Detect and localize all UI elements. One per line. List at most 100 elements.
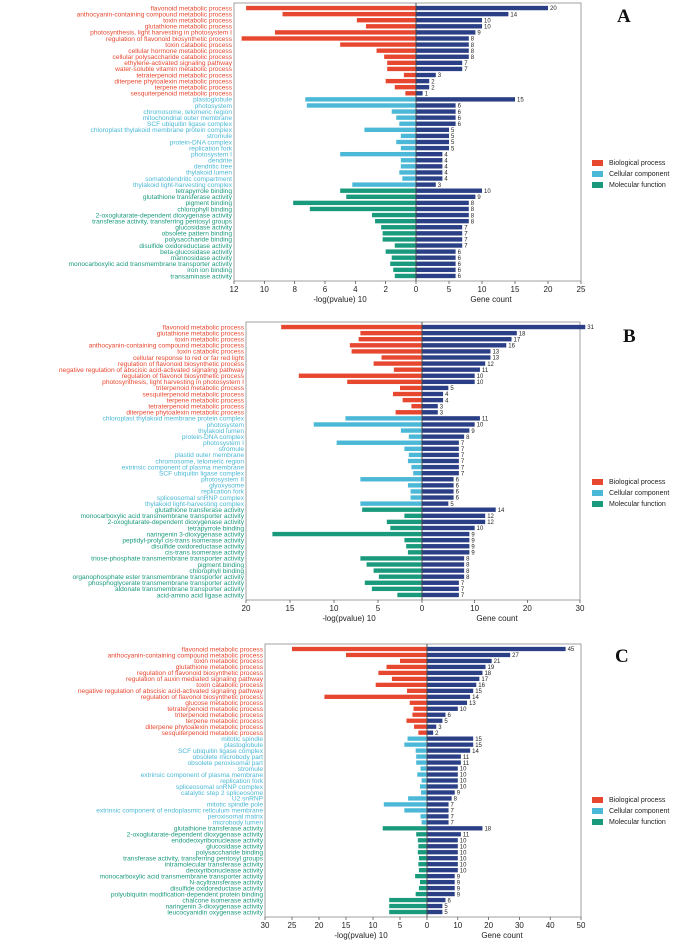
- right-tick-label: 25: [577, 285, 586, 294]
- right-tick-label: 5: [447, 285, 452, 294]
- term-label: 2-oxoglutarate-dependent dioxygenase act…: [127, 832, 264, 839]
- gene-count-label: 10: [460, 785, 467, 791]
- term-label: chromosome, telomeric region: [155, 458, 244, 465]
- term-label: peroxisomal matrix: [208, 814, 264, 821]
- gene-count-bar: [427, 790, 455, 795]
- term-label: thylakoid light-harvesting complex: [133, 182, 233, 189]
- gene-count-label: 6: [456, 496, 460, 502]
- gene-count-bar: [422, 470, 459, 476]
- gene-count-label: 2: [431, 85, 435, 91]
- gene-count-bar: [427, 909, 443, 915]
- term-label: glucosidase activity: [206, 844, 264, 851]
- pvalue-bar: [405, 91, 416, 96]
- term-label: mitotic spindle pole: [207, 802, 263, 809]
- term-label: transferase activity, transferring pento…: [123, 856, 264, 863]
- term-label: phosphoglycerate transmembrane transport…: [88, 580, 244, 587]
- term-label: disulfide oxidoreductase activity: [170, 885, 263, 892]
- left-tick-label: 15: [342, 921, 351, 930]
- gene-count-bar: [422, 556, 465, 561]
- gene-count-label: 5: [450, 386, 454, 392]
- gene-count-label: 5: [444, 904, 448, 910]
- pvalue-bar: [373, 361, 422, 366]
- gene-count-label: 6: [458, 116, 462, 122]
- pvalue-bar: [407, 736, 427, 741]
- gene-count-bar: [422, 428, 470, 433]
- gene-count-label: 7: [461, 441, 465, 447]
- left-tick-label: 25: [288, 921, 297, 930]
- gene-count-label: 9: [471, 544, 475, 550]
- gene-count-label: 7: [451, 821, 455, 827]
- gene-count-label: 10: [477, 374, 484, 380]
- gene-count-label: 11: [463, 761, 470, 767]
- gene-count-label: 7: [461, 447, 465, 453]
- term-label: glyoxysome: [209, 483, 244, 490]
- pvalue-bar: [418, 868, 427, 873]
- gene-count-label: 3: [440, 404, 444, 410]
- gene-count-label: 2: [435, 731, 439, 737]
- gene-count-bar: [416, 115, 456, 120]
- left-tick-label: 5: [398, 921, 403, 930]
- gene-count-label: 10: [477, 526, 484, 532]
- pvalue-bar: [404, 513, 422, 518]
- gene-count-label: 17: [481, 677, 488, 683]
- gene-count-bar: [427, 879, 455, 885]
- gene-count-bar: [427, 688, 474, 693]
- gene-count-bar: [422, 464, 459, 470]
- gene-count-bar: [427, 736, 474, 741]
- gene-count-label: 4: [444, 152, 448, 158]
- pvalue-bar: [416, 832, 427, 837]
- gene-count-label: 11: [463, 833, 470, 839]
- pvalue-bar: [298, 373, 422, 378]
- gene-count-bar: [416, 261, 456, 266]
- gene-count-label: 9: [471, 551, 475, 557]
- gene-count-bar: [416, 170, 443, 175]
- gene-count-label: 7: [464, 61, 468, 67]
- gene-count-bar: [422, 391, 444, 397]
- gene-count-label: 4: [444, 171, 448, 177]
- legend-label-molecular-function: Molecular function: [609, 819, 666, 826]
- gene-count-bar: [422, 562, 465, 567]
- gene-count-bar: [427, 730, 434, 735]
- legend-label-biological-process: Biological process: [609, 160, 666, 167]
- term-label: regulation of flavonoid biosynthetic pro…: [106, 36, 233, 43]
- gene-count-bar: [427, 748, 471, 753]
- gene-count-label: 10: [460, 868, 467, 874]
- gene-count-label: 6: [456, 477, 460, 483]
- term-label: beta-glucosidase activity: [160, 249, 233, 256]
- term-label: polysaccharide binding: [196, 850, 263, 857]
- x-axis-title-right: Gene count: [470, 295, 512, 304]
- gene-count-bar: [422, 458, 459, 464]
- term-label: U2 snRNP: [232, 796, 264, 803]
- gene-count-bar: [427, 742, 474, 747]
- pvalue-bar: [382, 237, 416, 242]
- gene-count-bar: [422, 507, 496, 512]
- gene-count-bar: [427, 897, 446, 903]
- pvalue-bar: [418, 862, 427, 867]
- pvalue-bar: [356, 18, 416, 23]
- gene-count-bar: [416, 267, 456, 273]
- left-tick-label: 0: [420, 604, 425, 613]
- gene-count-bar: [416, 54, 469, 59]
- pvalue-bar: [408, 796, 427, 801]
- pvalue-bar: [386, 664, 427, 670]
- gene-count-label: 10: [460, 707, 467, 713]
- gene-count-label: 9: [471, 538, 475, 544]
- gene-count-bar: [416, 30, 476, 35]
- term-label: chalcone isomerase activity: [182, 897, 263, 904]
- gene-count-label: 4: [445, 398, 449, 404]
- gene-count-bar: [427, 838, 458, 843]
- gene-count-label: 6: [458, 256, 462, 262]
- left-tick-label: 15: [286, 604, 295, 613]
- gene-count-label: 8: [466, 563, 470, 569]
- term-label: glutathione transferase activity: [155, 507, 245, 514]
- pvalue-bar: [404, 808, 427, 813]
- legend-label-cellular-component: Cellular component: [609, 490, 669, 497]
- term-label: plastoglobule: [193, 97, 232, 104]
- pvalue-bar: [351, 349, 422, 354]
- right-tick-label: 15: [511, 285, 520, 294]
- left-tick-label: 8: [292, 285, 297, 294]
- x-axis-title-left: -log(pvalue) 10: [322, 614, 376, 623]
- gene-count-bar: [416, 121, 456, 126]
- pvalue-bar: [378, 574, 422, 579]
